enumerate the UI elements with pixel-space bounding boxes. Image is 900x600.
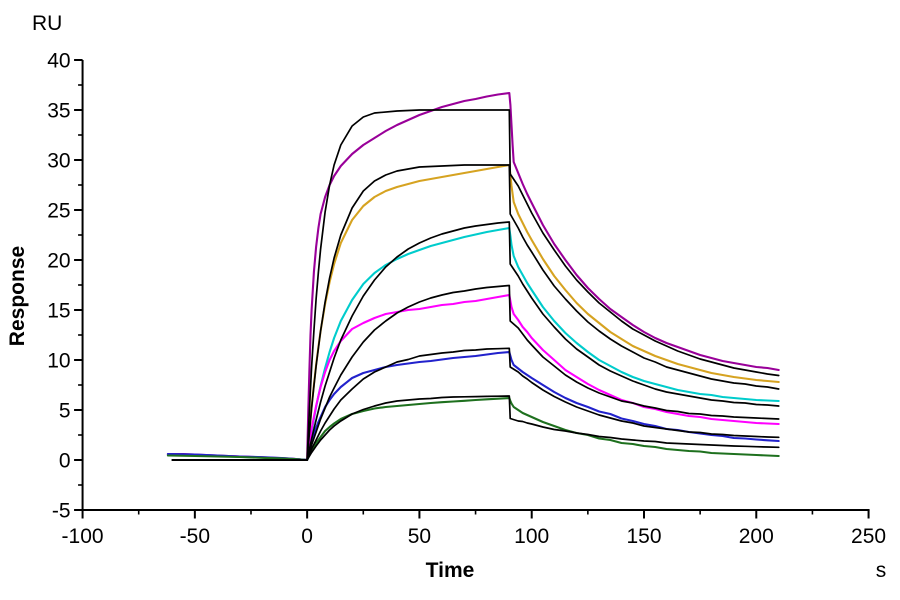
sensorgram-curves <box>166 91 780 462</box>
x-axis-title: Time <box>426 559 475 582</box>
y-tick-label: 35 <box>47 100 70 123</box>
curve-fit-blue <box>171 347 780 461</box>
curve-data-cyan <box>166 226 780 462</box>
y-tick-label: -5 <box>52 500 71 523</box>
y-tick-label: 5 <box>59 400 71 423</box>
y-axis-unit-label: RU <box>32 12 62 35</box>
curve-fit-goldenrod <box>171 164 780 461</box>
x-axis-unit-label: s <box>876 559 887 582</box>
curve-fit-magenta <box>171 284 780 461</box>
y-tick-label: 0 <box>59 450 71 473</box>
x-tick-label: -50 <box>180 525 210 548</box>
y-axis-title: Response <box>6 246 29 346</box>
curve-data-magenta <box>166 293 780 462</box>
curve-fit-cyan <box>171 221 780 461</box>
y-tick-label: 15 <box>47 300 70 323</box>
y-tick-label: 25 <box>47 200 70 223</box>
curve-fit-purple <box>171 109 780 461</box>
x-tick-label: 100 <box>514 525 549 548</box>
y-tick-label: 40 <box>47 50 70 73</box>
x-tick-label: 150 <box>626 525 661 548</box>
y-tick-label: 10 <box>47 350 70 373</box>
x-tick-label: -100 <box>62 525 104 548</box>
curve-fit-green <box>171 395 780 461</box>
curve-data-purple <box>166 91 780 462</box>
x-tick-label: 0 <box>301 525 313 548</box>
y-tick-label: 30 <box>47 150 70 173</box>
y-tick-label: 20 <box>47 250 70 273</box>
curve-data-green <box>166 396 780 462</box>
x-tick-label: 50 <box>408 525 431 548</box>
x-tick-label: 250 <box>851 525 886 548</box>
x-tick-label: 200 <box>739 525 774 548</box>
